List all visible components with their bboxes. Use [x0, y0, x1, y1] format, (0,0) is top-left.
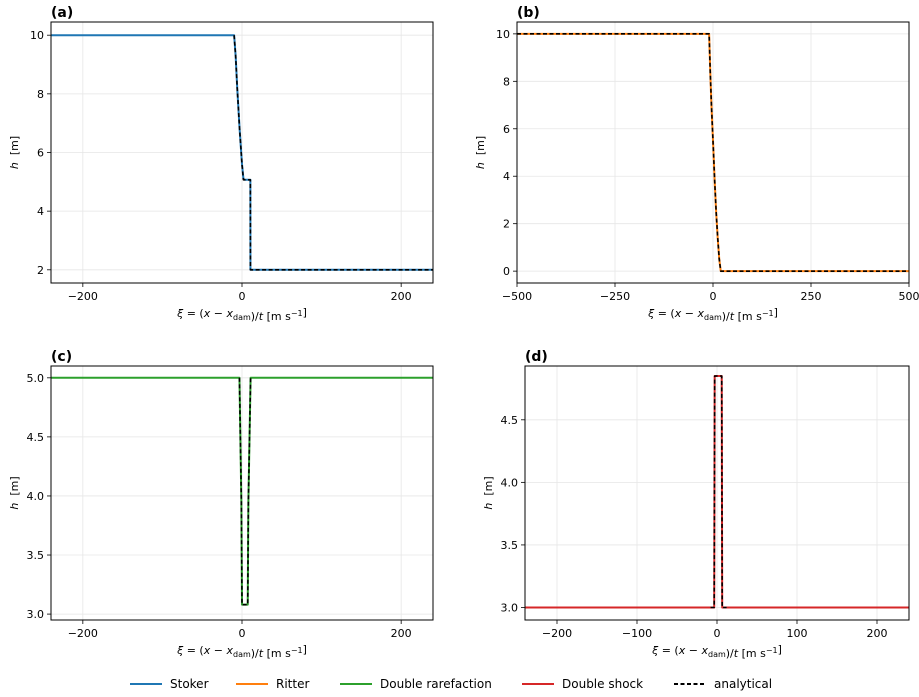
panel-label: (c) [51, 349, 72, 365]
y-tick-label: 10 [30, 29, 44, 42]
y-tick-label: 4.5 [27, 431, 45, 444]
legend-label: Double shock [562, 677, 643, 691]
y-axis-label: h [m] [474, 136, 487, 169]
y-axis-label: h [m] [8, 476, 21, 509]
y-tick-label: 5.0 [27, 372, 45, 385]
series-line-analytical [233, 35, 433, 271]
x-tick-label: 200 [391, 290, 412, 303]
y-tick-label: 4.5 [501, 414, 519, 427]
x-axis-label: ξ = (x − xdam)/t [m s−1] [176, 643, 307, 660]
panel-label: (d) [525, 349, 548, 365]
x-tick-label: 500 [899, 290, 919, 303]
x-tick-label: 250 [801, 290, 822, 303]
y-tick-label: 6 [503, 123, 510, 136]
series-line-analytical [517, 33, 909, 272]
y-tick-label: 4.0 [501, 476, 519, 489]
x-tick-label: −200 [542, 627, 572, 640]
y-tick-label: 2 [37, 264, 44, 277]
y-tick-label: 4 [37, 205, 44, 218]
series-line-double-shock [525, 375, 909, 609]
y-tick-label: 6 [37, 147, 44, 160]
x-tick-label: 100 [787, 627, 808, 640]
legend-label: Stoker [170, 677, 209, 691]
y-tick-label: 8 [37, 88, 44, 101]
y-tick-label: 0 [503, 265, 510, 278]
series-line-analytical [710, 375, 727, 609]
x-tick-label: 200 [867, 627, 888, 640]
x-tick-label: −250 [600, 290, 630, 303]
x-axis-label: ξ = (x − xdam)/t [m s−1] [647, 306, 778, 323]
y-tick-label: 2 [503, 218, 510, 231]
chart-panel-d: −200 −100 0 100 200 3.0 3.5 4.0 4.5 (d) ξ = (x − x… [482, 349, 910, 660]
series-line-analytical [238, 377, 252, 606]
legend-label: analytical [714, 677, 772, 691]
x-tick-label: −200 [68, 290, 98, 303]
x-tick-label: 0 [710, 290, 717, 303]
chart-panel-a: −200 0 200 2 4 6 8 10 (a) ξ = (x − xdam)/t [m s−1… [8, 5, 434, 323]
y-tick-label: 3.0 [27, 608, 45, 621]
x-tick-label: 200 [391, 627, 412, 640]
y-tick-label: 8 [503, 75, 510, 88]
x-tick-label: 0 [714, 627, 721, 640]
y-tick-label: 10 [496, 28, 510, 41]
x-tick-label: 0 [239, 290, 246, 303]
x-axis-label: ξ = (x − xdam)/t [m s−1] [176, 306, 307, 323]
chart-panel-b: −500 −250 0 250 500 0 2 4 6 8 10 (b) ξ = (x − xdam)/… [474, 5, 919, 323]
y-axis-label: h [m] [482, 476, 495, 509]
legend-label: Double rarefaction [380, 677, 492, 691]
panel-label: (b) [517, 5, 540, 21]
y-tick-label: 3.5 [27, 549, 45, 562]
y-tick-label: 4.0 [27, 490, 45, 503]
x-tick-label: −100 [622, 627, 652, 640]
x-tick-label: −200 [68, 627, 98, 640]
x-tick-label: −500 [502, 290, 532, 303]
x-axis-label: ξ = (x − xdam)/t [m s−1] [651, 643, 782, 660]
legend-label: Ritter [276, 677, 309, 691]
chart-panel-c: −200 0 200 3.0 3.5 4.0 4.5 5.0 (c) ξ = (x − xdam)… [8, 349, 434, 660]
y-axis-label: h [m] [8, 136, 21, 169]
y-tick-label: 4 [503, 170, 510, 183]
y-tick-label: 3.5 [501, 539, 519, 552]
legend: Stoker Ritter Double rarefaction Double sho… [130, 677, 772, 691]
x-tick-label: 0 [239, 627, 246, 640]
y-tick-label: 3.0 [501, 601, 519, 614]
panel-label: (a) [51, 5, 73, 21]
